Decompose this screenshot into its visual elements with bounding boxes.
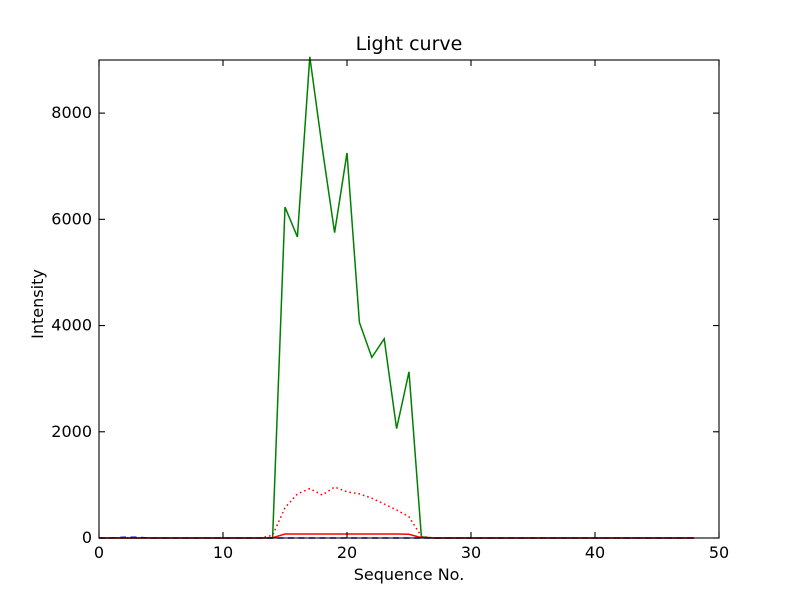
series-red-dotted-line	[99, 486, 695, 539]
y-tick-label: 6000	[51, 209, 92, 228]
y-axis-label: Intensity	[28, 269, 47, 339]
y-tick-label: 0	[82, 528, 92, 547]
x-tick-label: 30	[461, 543, 481, 562]
y-tick-label: 2000	[51, 422, 92, 441]
plot-frame	[98, 59, 720, 539]
x-tick-label: 40	[585, 543, 605, 562]
x-tick-label: 50	[709, 543, 729, 562]
y-tick-label: 8000	[51, 103, 92, 122]
x-tick-label: 20	[337, 543, 357, 562]
y-tick-label: 4000	[51, 316, 92, 335]
x-tick-label: 0	[94, 543, 104, 562]
x-axis-label: Sequence No.	[354, 565, 465, 584]
series-green-solid-line	[99, 56, 695, 539]
chart-title: Light curve	[356, 33, 463, 55]
x-tick-label: 10	[213, 543, 233, 562]
